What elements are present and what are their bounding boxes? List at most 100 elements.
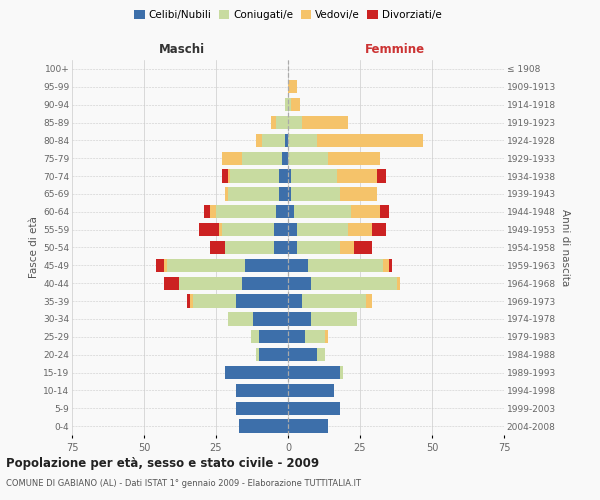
Text: COMUNE DI GABIANO (AL) - Dati ISTAT 1° gennaio 2009 - Elaborazione TUTTITALIA.IT: COMUNE DI GABIANO (AL) - Dati ISTAT 1° g… — [6, 479, 361, 488]
Bar — [354, 241, 371, 254]
Bar — [224, 241, 274, 254]
Bar — [262, 134, 285, 147]
Bar — [288, 384, 334, 397]
Bar — [222, 170, 227, 183]
Bar — [291, 187, 340, 200]
Bar — [236, 402, 288, 415]
Bar — [288, 187, 291, 200]
Bar — [282, 152, 288, 165]
Bar — [288, 402, 340, 415]
Text: Maschi: Maschi — [158, 44, 205, 57]
Bar — [294, 205, 352, 218]
Bar — [296, 241, 340, 254]
Bar — [288, 366, 340, 379]
Bar — [328, 152, 380, 165]
Bar — [190, 294, 193, 308]
Bar — [311, 312, 357, 326]
Bar — [210, 205, 216, 218]
Bar — [380, 205, 389, 218]
Bar — [288, 312, 311, 326]
Bar — [251, 330, 259, 344]
Bar — [337, 170, 377, 183]
Bar — [256, 134, 262, 147]
Bar — [389, 258, 392, 272]
Bar — [187, 294, 190, 308]
Legend: Celibi/Nubili, Coniugati/e, Vedovi/e, Divorziati/e: Celibi/Nubili, Coniugati/e, Vedovi/e, Di… — [132, 8, 444, 22]
Bar — [288, 134, 317, 147]
Bar — [274, 223, 288, 236]
Bar — [397, 276, 400, 290]
Bar — [205, 205, 210, 218]
Bar — [288, 116, 302, 129]
Bar — [277, 116, 288, 129]
Bar — [288, 205, 294, 218]
Bar — [164, 276, 179, 290]
Bar — [199, 223, 219, 236]
Bar — [274, 241, 288, 254]
Bar — [227, 312, 253, 326]
Bar — [288, 294, 302, 308]
Bar — [302, 294, 366, 308]
Bar — [271, 116, 277, 129]
Y-axis label: Anni di nascita: Anni di nascita — [560, 209, 570, 286]
Bar — [377, 170, 386, 183]
Text: Femmine: Femmine — [364, 44, 425, 57]
Bar — [288, 348, 317, 362]
Bar — [179, 276, 242, 290]
Bar — [288, 330, 305, 344]
Bar — [288, 420, 328, 433]
Bar — [325, 330, 328, 344]
Text: Popolazione per età, sesso e stato civile - 2009: Popolazione per età, sesso e stato civil… — [6, 458, 319, 470]
Bar — [285, 98, 288, 112]
Bar — [302, 116, 349, 129]
Bar — [227, 187, 280, 200]
Bar — [311, 276, 397, 290]
Bar — [219, 223, 222, 236]
Bar — [256, 348, 259, 362]
Bar — [193, 294, 236, 308]
Bar — [164, 258, 167, 272]
Bar — [210, 241, 224, 254]
Bar — [167, 258, 245, 272]
Bar — [349, 223, 371, 236]
Bar — [288, 276, 311, 290]
Bar — [352, 205, 380, 218]
Bar — [296, 223, 349, 236]
Bar — [242, 152, 282, 165]
Bar — [236, 384, 288, 397]
Bar — [371, 223, 386, 236]
Bar — [280, 170, 288, 183]
Bar — [288, 170, 291, 183]
Bar — [239, 420, 288, 433]
Bar — [245, 258, 288, 272]
Bar — [280, 187, 288, 200]
Bar — [216, 205, 277, 218]
Bar — [340, 241, 354, 254]
Bar — [340, 366, 343, 379]
Bar — [291, 170, 337, 183]
Y-axis label: Fasce di età: Fasce di età — [29, 216, 39, 278]
Bar — [155, 258, 164, 272]
Bar — [259, 330, 288, 344]
Bar — [227, 170, 230, 183]
Bar — [383, 258, 389, 272]
Bar — [222, 223, 274, 236]
Bar — [224, 366, 288, 379]
Bar — [288, 241, 296, 254]
Bar — [340, 187, 377, 200]
Bar — [288, 152, 328, 165]
Bar — [288, 223, 296, 236]
Bar — [308, 258, 383, 272]
Bar — [291, 98, 299, 112]
Bar — [305, 330, 325, 344]
Bar — [288, 98, 291, 112]
Bar — [242, 276, 288, 290]
Bar — [259, 348, 288, 362]
Bar — [317, 348, 325, 362]
Bar — [288, 80, 296, 94]
Bar — [253, 312, 288, 326]
Bar — [317, 134, 424, 147]
Bar — [224, 187, 227, 200]
Bar — [222, 152, 242, 165]
Bar — [236, 294, 288, 308]
